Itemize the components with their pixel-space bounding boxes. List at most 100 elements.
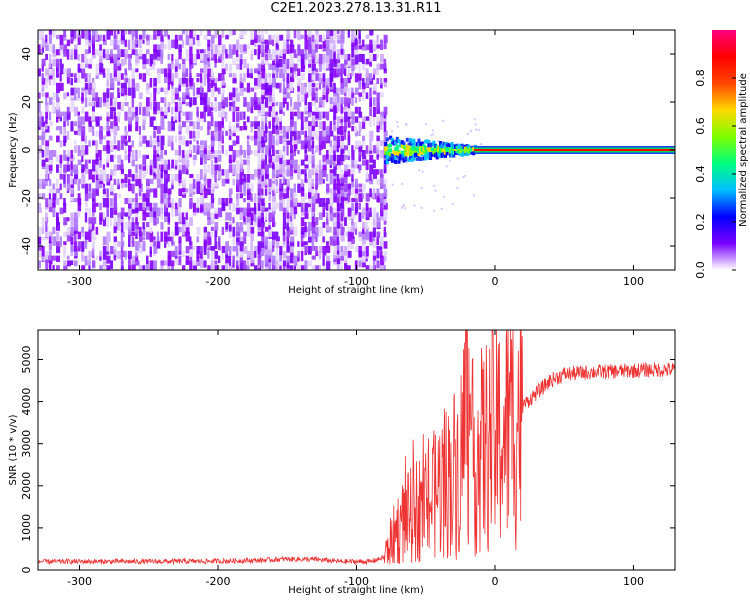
spectrogram-cell: [297, 30, 301, 38]
spectrogram-cell: [424, 150, 428, 155]
spectrogram-cell: [470, 150, 474, 155]
spectrogram-cell: [48, 188, 53, 193]
spectrogram-cell: [207, 39, 211, 47]
spectrogram-cell: [397, 139, 401, 144]
spectrogram-cell: [344, 54, 349, 60]
spectrogram-cell: [214, 150, 219, 158]
spectrogram-cell: [453, 147, 457, 152]
spectrogram-cell: [200, 58, 204, 63]
spectrogram-cell: [340, 97, 344, 105]
spectrogram-cell: [268, 178, 272, 187]
spectrogram-x-tick-label: 100: [623, 275, 644, 288]
spectrogram-cell: [358, 30, 361, 40]
spectrogram-cell: [257, 130, 262, 142]
spectrogram-cell: [290, 246, 294, 253]
spectrogram-cell: [56, 246, 61, 253]
spectrogram-cell: [174, 87, 179, 94]
spectrogram-cell: [41, 34, 45, 41]
spectrogram-cell: [315, 34, 319, 45]
spectrogram-cell: [340, 73, 343, 84]
spectrogram-cell: [380, 178, 385, 188]
spectrogram-cell: [203, 231, 208, 240]
spectrogram-x-axis-label: Height of straight line (km): [288, 285, 424, 296]
spectrogram-cell: [304, 130, 308, 138]
spectrogram-cell: [124, 130, 129, 136]
spectrogram-cell: [300, 49, 305, 55]
spectrogram-cell: [153, 130, 156, 138]
spectrogram-cell: [250, 54, 254, 61]
spectrogram-cell: [304, 164, 309, 169]
spectrogram-cell: [243, 207, 248, 217]
spectrogram-cell: [272, 202, 277, 212]
spectrogram-cell: [358, 255, 363, 261]
spectrogram-cell: [297, 250, 300, 258]
spectrogram-cell: [351, 92, 355, 98]
spectrogram-cell: [440, 207, 443, 210]
spectrogram-cell: [214, 82, 217, 89]
spectrogram-cell: [311, 159, 315, 168]
spectrogram-cell: [333, 49, 336, 59]
spectrogram-cell: [124, 58, 127, 65]
spectrogram-cell: [268, 49, 271, 54]
spectrogram-cell: [340, 193, 345, 201]
spectrogram-cell: [336, 212, 340, 223]
spectrogram-cell: [380, 78, 383, 85]
spectrogram-cell: [308, 236, 312, 243]
spectrogram-cell: [146, 97, 151, 107]
spectrogram-cell: [311, 58, 315, 64]
spectrogram-cell: [77, 246, 81, 252]
spectrogram-cell: [311, 97, 316, 107]
spectrogram-cell: [218, 140, 222, 150]
spectrogram-cell: [156, 49, 161, 57]
spectrogram-cell: [192, 121, 196, 130]
spectrogram-cell: [347, 226, 352, 232]
spectrogram-cell: [232, 44, 236, 55]
spectrogram-cell: [326, 260, 331, 270]
colorbar-label: Normalized spectral amplitude: [738, 73, 749, 227]
spectrogram-cell: [45, 198, 49, 208]
spectrogram-cell: [333, 140, 338, 151]
spectrogram-cell: [218, 169, 222, 179]
spectrogram-cell: [196, 87, 201, 95]
spectrogram-cell: [59, 193, 63, 200]
spectrogram-cell: [200, 49, 204, 54]
spectrogram-cell: [63, 260, 66, 267]
spectrogram-cell: [167, 159, 171, 170]
spectrogram-cell: [300, 178, 304, 187]
spectrogram-cell: [138, 241, 142, 248]
spectrogram-cell: [304, 174, 307, 183]
spectrogram-cell: [254, 174, 257, 181]
spectrogram-cell: [369, 154, 374, 163]
spectrogram-cell: [268, 78, 272, 85]
spectrogram-cell: [48, 135, 53, 141]
spectrogram-cell: [419, 156, 423, 161]
spectrogram-cell: [421, 170, 424, 173]
spectrogram-cell: [92, 140, 96, 146]
spectrogram-cell: [398, 148, 401, 151]
spectrogram-cell: [174, 164, 178, 170]
spectrogram-cell: [376, 188, 380, 196]
spectrogram-cell: [272, 212, 275, 223]
spectrogram-cell: [391, 130, 394, 133]
spectrogram-cell: [45, 140, 50, 147]
spectrogram-cell: [203, 63, 207, 73]
spectrogram-cell: [56, 106, 61, 117]
spectrogram-cell: [189, 121, 194, 127]
spectrogram-cell: [200, 246, 203, 254]
spectrogram-cell: [358, 106, 361, 116]
spectrogram-cell: [264, 130, 268, 142]
spectrogram-cell: [369, 73, 373, 82]
spectrogram-cell: [424, 145, 428, 150]
spectrogram-cell: [135, 231, 138, 240]
spectrogram-cell: [189, 30, 194, 39]
spectrogram-y-axis-label: Frequency (Hz): [8, 112, 19, 188]
spectrogram-cell: [135, 106, 139, 116]
spectrogram-cell: [178, 188, 183, 197]
spectrogram-cell: [56, 178, 59, 188]
spectrogram-cell: [250, 217, 254, 226]
spectrogram-cell: [304, 246, 308, 254]
spectrogram-cell: [66, 49, 70, 60]
spectrogram-cell: [275, 159, 279, 170]
spectrogram-cell: [196, 130, 200, 139]
spectrogram-cell: [440, 152, 444, 157]
